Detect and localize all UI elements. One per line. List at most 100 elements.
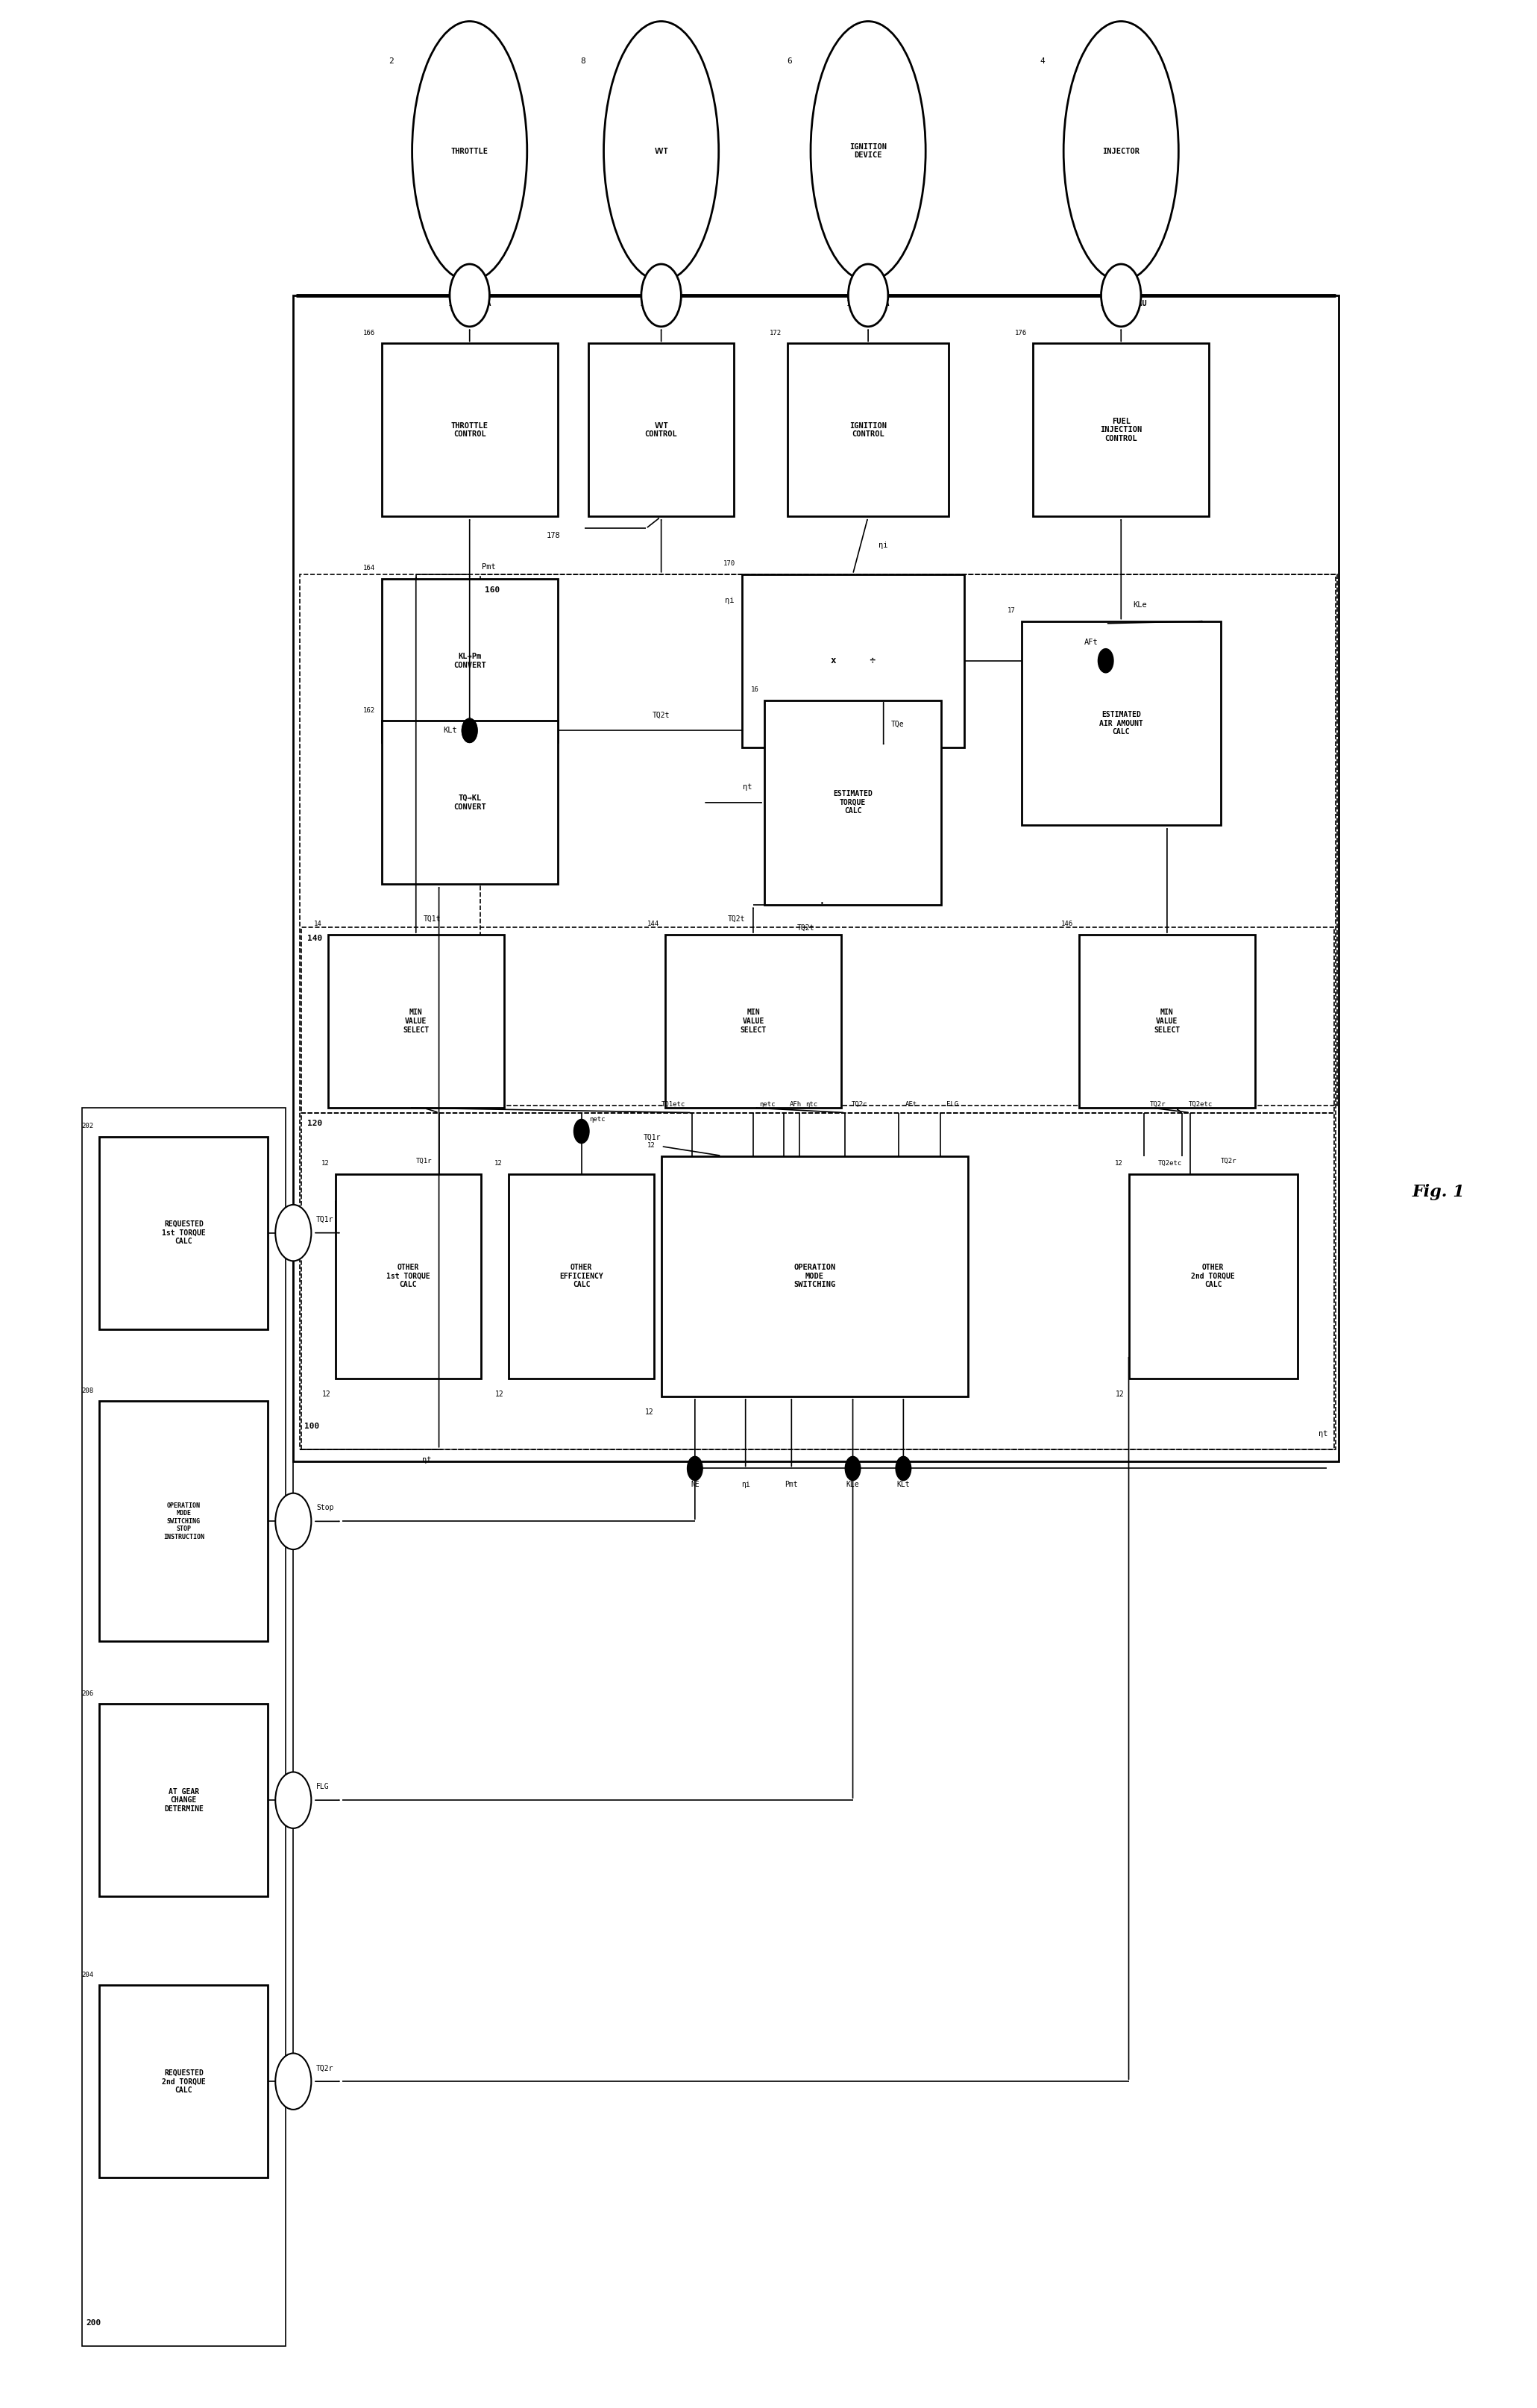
Bar <box>100 1401 267 1642</box>
Bar <box>81 1108 286 2345</box>
Text: IGNITION
CONTROL: IGNITION CONTROL <box>850 421 887 438</box>
Bar <box>301 1112 1334 1450</box>
Text: KLe: KLe <box>1133 602 1147 609</box>
Circle shape <box>1100 265 1140 327</box>
Text: MIN
VALUE
SELECT: MIN VALUE SELECT <box>1154 1009 1180 1033</box>
Text: KLt: KLt <box>443 727 458 734</box>
Circle shape <box>845 1457 861 1481</box>
Bar <box>300 573 1336 1450</box>
Text: FLG: FLG <box>947 1100 959 1108</box>
Text: 6: 6 <box>787 58 792 65</box>
Text: 8: 8 <box>581 58 586 65</box>
Text: IGNITION
DEVICE: IGNITION DEVICE <box>850 142 887 159</box>
Text: OTHER
EFFICIENCY
CALC: OTHER EFFICIENCY CALC <box>559 1264 604 1288</box>
Bar <box>327 934 504 1108</box>
Text: 2: 2 <box>389 58 393 65</box>
Text: TQ1etc: TQ1etc <box>661 1100 686 1108</box>
Bar <box>666 934 841 1108</box>
Text: 16: 16 <box>750 686 759 694</box>
Text: 146: 146 <box>1061 920 1073 927</box>
Text: 170: 170 <box>724 561 736 566</box>
Circle shape <box>1097 648 1113 672</box>
Text: 144: 144 <box>647 920 659 927</box>
Text: REQUESTED
1st TORQUE
CALC: REQUESTED 1st TORQUE CALC <box>161 1221 206 1245</box>
Circle shape <box>463 718 478 742</box>
Bar <box>301 927 1334 1112</box>
Text: 14: 14 <box>314 920 321 927</box>
Bar <box>765 701 941 905</box>
Text: 12: 12 <box>495 1161 503 1168</box>
Text: OPERATION
MODE
SWITCHING
STOP
INSTRUCTION: OPERATION MODE SWITCHING STOP INSTRUCTIO… <box>163 1503 204 1541</box>
Circle shape <box>687 1457 702 1481</box>
Text: TQ2etc: TQ2etc <box>1188 1100 1213 1108</box>
Bar <box>381 344 558 515</box>
Bar <box>1128 1175 1297 1377</box>
Bar <box>381 720 558 884</box>
Bar <box>100 1137 267 1329</box>
Circle shape <box>275 1493 312 1548</box>
Bar <box>787 344 948 515</box>
Text: 12: 12 <box>1116 1389 1124 1397</box>
Ellipse shape <box>412 22 527 282</box>
Text: TQ1t: TQ1t <box>424 915 441 922</box>
Text: 204: 204 <box>81 1972 94 1977</box>
Text: TQ⇒KL
CONVERT: TQ⇒KL CONVERT <box>453 795 486 811</box>
Text: 10: 10 <box>300 1216 309 1223</box>
Text: TQ2t: TQ2t <box>798 925 815 932</box>
Text: KLe: KLe <box>847 1481 859 1488</box>
Text: VVT
CONTROL: VVT CONTROL <box>646 421 678 438</box>
Circle shape <box>275 1204 312 1262</box>
Text: TQ1r: TQ1r <box>317 1216 334 1223</box>
Text: 4: 4 <box>1041 58 1045 65</box>
Text: 172: 172 <box>770 330 781 337</box>
Text: 12: 12 <box>647 1141 655 1149</box>
Text: 178: 178 <box>546 532 559 539</box>
Text: TQ1r: TQ1r <box>417 1158 432 1165</box>
Text: INJECTOR: INJECTOR <box>1102 147 1140 154</box>
Circle shape <box>896 1457 911 1481</box>
Text: VVT: VVT <box>655 147 669 154</box>
Text: TAU: TAU <box>1133 301 1147 308</box>
Ellipse shape <box>604 22 719 282</box>
Text: ηetc: ηetc <box>589 1115 606 1122</box>
Text: REQUESTED
2nd TORQUE
CALC: REQUESTED 2nd TORQUE CALC <box>161 2068 206 2095</box>
Text: TQ2c: TQ2c <box>851 1100 867 1108</box>
Text: ηtc: ηtc <box>805 1100 818 1108</box>
Text: ESTIMATED
TORQUE
CALC: ESTIMATED TORQUE CALC <box>833 790 873 814</box>
Text: 11: 11 <box>639 301 649 308</box>
Bar <box>1079 934 1256 1108</box>
Text: ηi: ηi <box>879 542 888 549</box>
Text: 208: 208 <box>81 1387 94 1394</box>
Text: OTHER
2nd TORQUE
CALC: OTHER 2nd TORQUE CALC <box>1191 1264 1234 1288</box>
Text: 176: 176 <box>1014 330 1027 337</box>
Ellipse shape <box>810 22 925 282</box>
Text: 206: 206 <box>81 1690 94 1698</box>
Text: ηi: ηi <box>741 1481 750 1488</box>
Text: 140: 140 <box>307 934 323 942</box>
Text: 10: 10 <box>300 1782 309 1792</box>
Text: 12: 12 <box>646 1409 653 1416</box>
Text: Fig. 1: Fig. 1 <box>1413 1185 1465 1199</box>
Text: 10: 10 <box>300 2064 309 2071</box>
Bar <box>661 1156 968 1397</box>
Text: ηt: ηt <box>1319 1430 1328 1438</box>
Circle shape <box>275 1772 312 1828</box>
Text: x      ÷: x ÷ <box>830 655 875 665</box>
Text: VT: VT <box>673 301 682 308</box>
Bar <box>589 344 735 515</box>
Text: 11: 11 <box>847 301 856 308</box>
Bar <box>100 1984 267 2177</box>
Text: TQ1r: TQ1r <box>644 1134 661 1141</box>
Text: THROTTLE: THROTTLE <box>450 147 489 154</box>
Text: TQ2r: TQ2r <box>1220 1158 1237 1165</box>
Text: FUEL
INJECTION
CONTROL: FUEL INJECTION CONTROL <box>1100 417 1142 443</box>
Text: KL⇒Pm
CONVERT: KL⇒Pm CONVERT <box>453 653 486 669</box>
Text: 12: 12 <box>321 1161 329 1168</box>
Text: TQ2t: TQ2t <box>729 915 745 922</box>
Text: AT GEAR
CHANGE
DETERMINE: AT GEAR CHANGE DETERMINE <box>164 1787 203 1813</box>
Text: ηt: ηt <box>742 783 753 790</box>
Text: 202: 202 <box>81 1122 94 1129</box>
Bar <box>742 573 964 746</box>
Text: TQ2t: TQ2t <box>652 710 670 718</box>
Text: KLt: KLt <box>896 1481 910 1488</box>
